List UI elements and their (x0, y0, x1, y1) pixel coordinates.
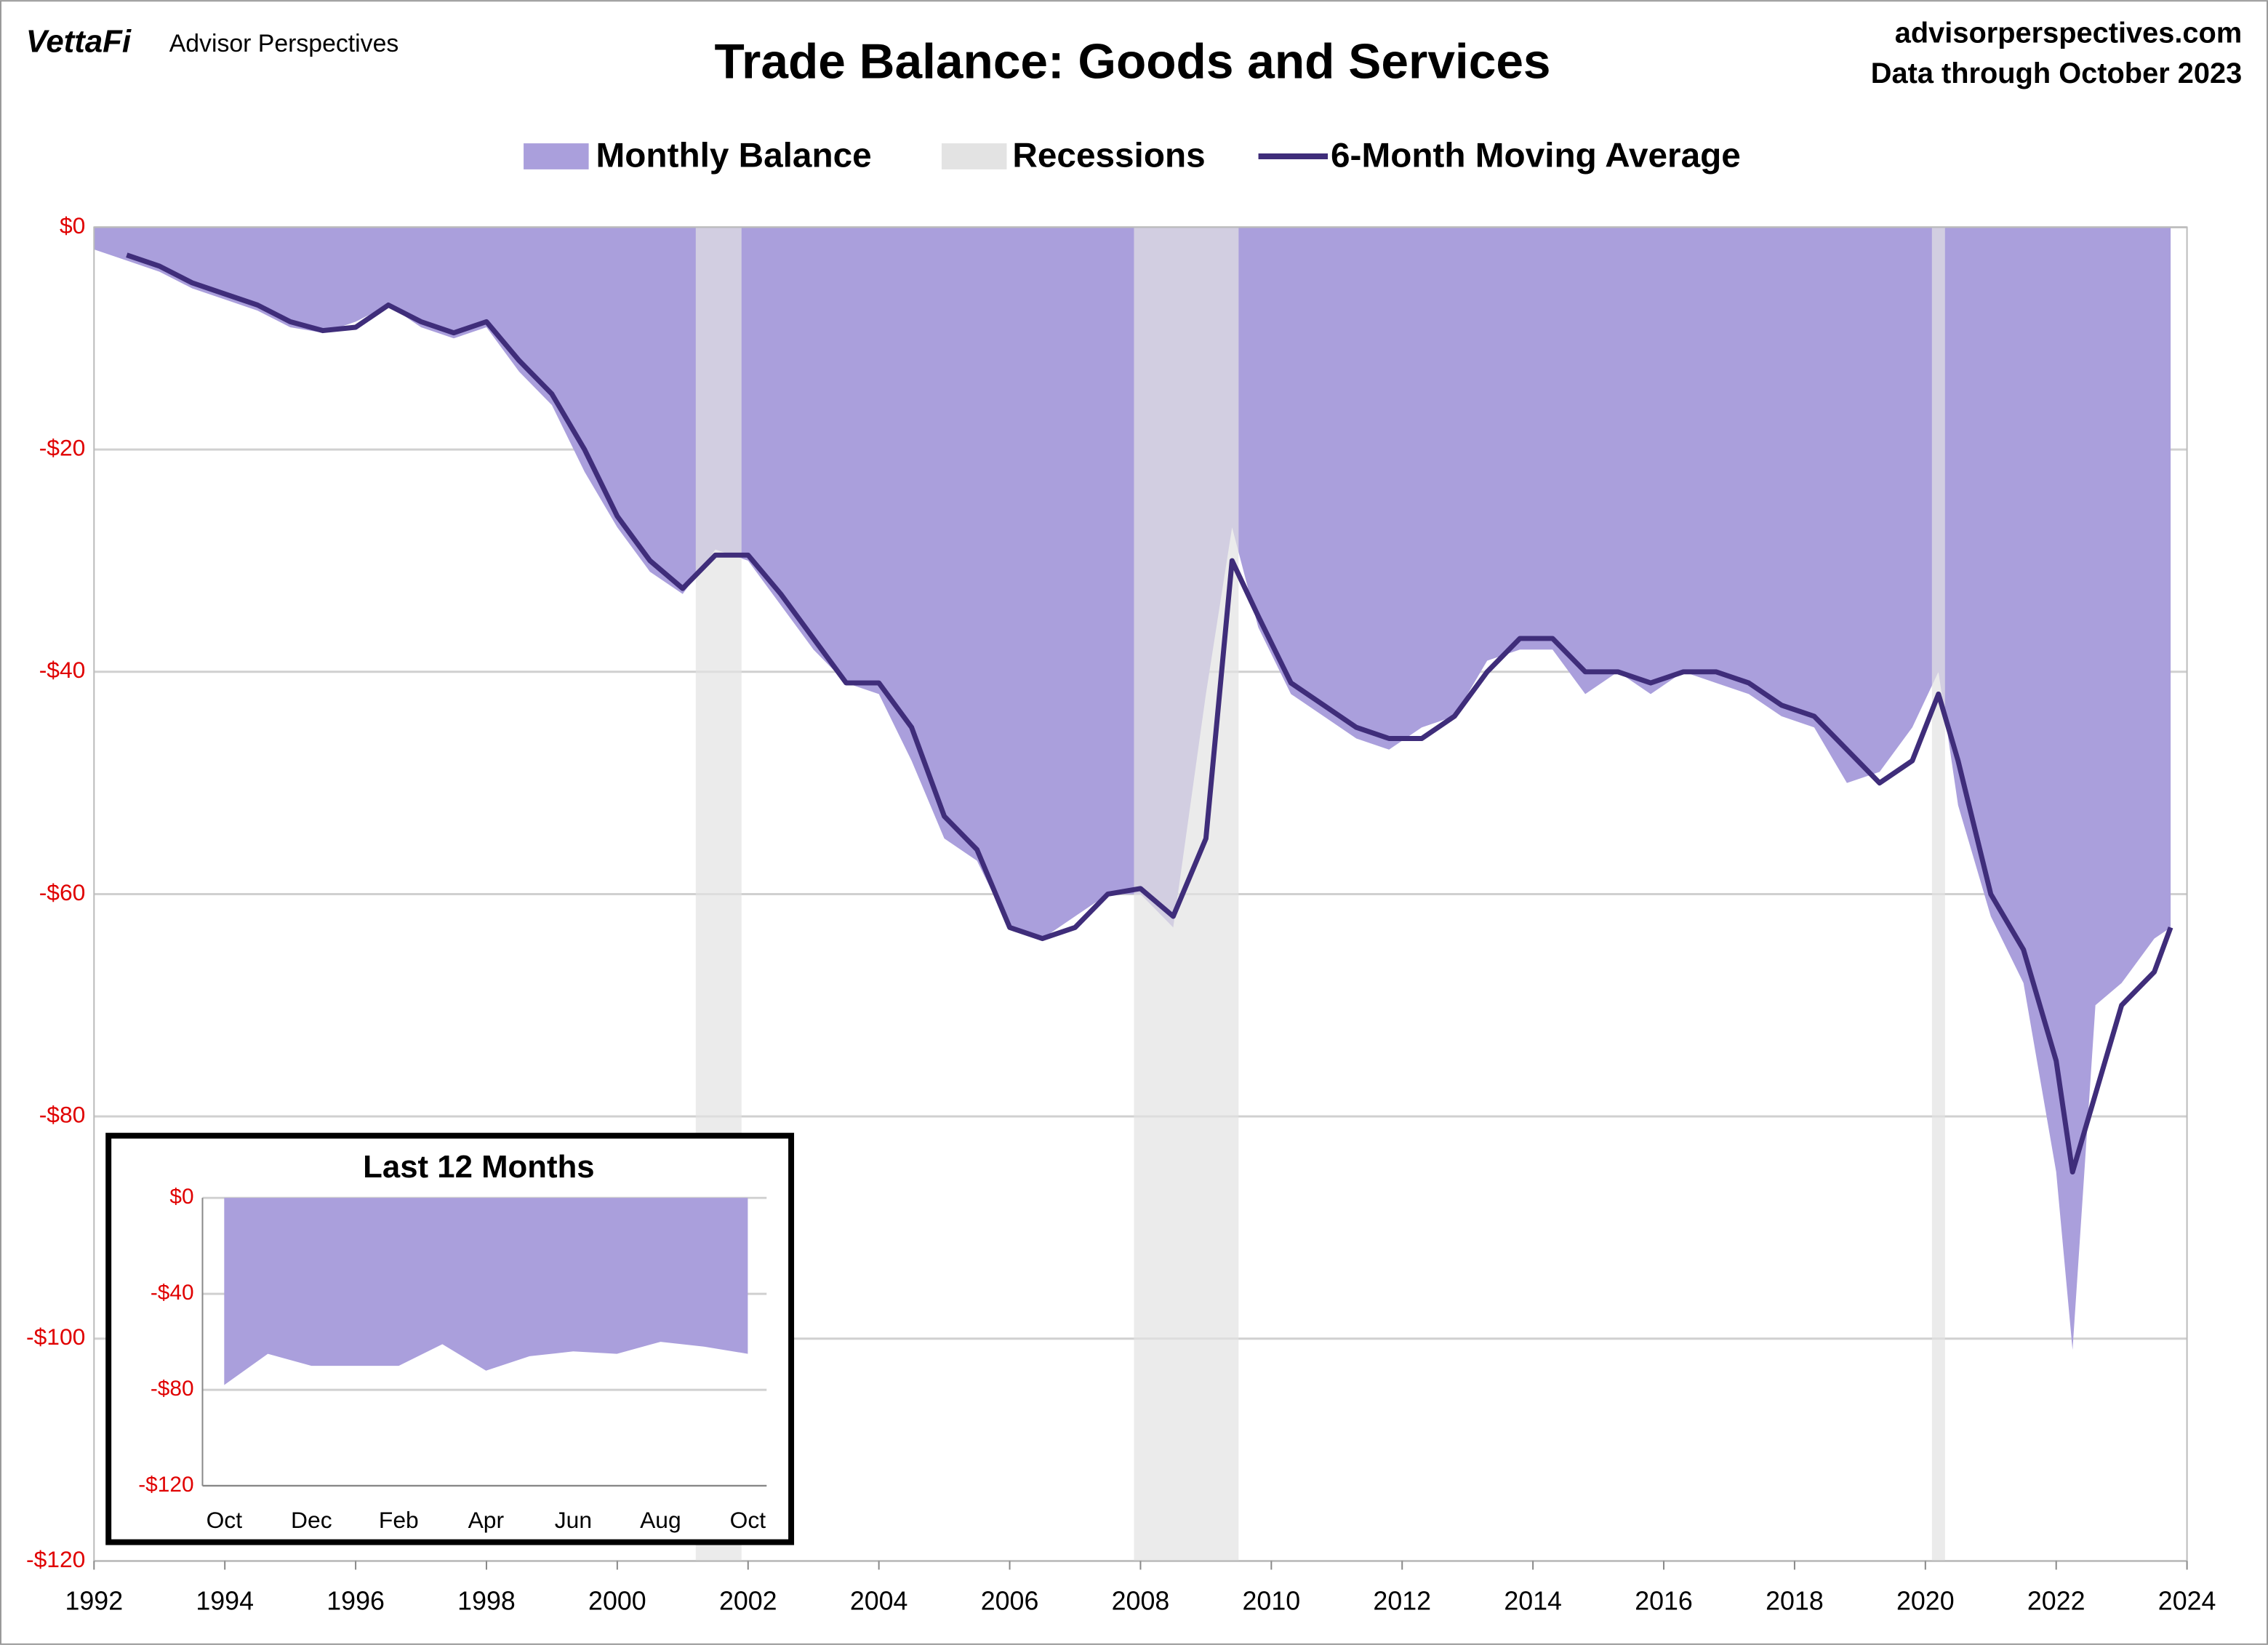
y-tick-label: -$80 (151, 1377, 194, 1401)
brand-sub: Advisor Perspectives (169, 30, 399, 57)
moving-average-line (126, 252, 2173, 1175)
recession-band (1134, 227, 1239, 1561)
chart-title: Trade Balance: Goods and Services (714, 35, 1550, 89)
recession-band (1931, 227, 1945, 1561)
x-tick-label: Oct (730, 1507, 766, 1533)
brand: VettaFi (26, 23, 132, 59)
inset-plot: $0 -$40 -$80 -$120 Oct Dec Feb Apr Jun Aug Oct (138, 1185, 767, 1533)
inset-area (224, 1198, 748, 1385)
x-tick-label: Jun (555, 1507, 592, 1533)
y-tick-label: -$100 (26, 1324, 85, 1350)
note: Data through October 2023 (1871, 57, 2242, 89)
x-tick-label: 1996 (326, 1587, 385, 1616)
x-tick-label: 2000 (588, 1587, 646, 1616)
x-tick-label: 2014 (1504, 1587, 1562, 1616)
x-tick-label: 1992 (65, 1587, 123, 1616)
y-tick-label: -$40 (39, 657, 86, 683)
x-tick-label: Feb (379, 1507, 419, 1533)
legend-label: Monthly Balance (596, 137, 872, 175)
main-plot: $0 -$20 -$40 -$60 -$80 -$100 -$120 1992 1994 1996… (26, 212, 2216, 1616)
x-tick-label: Aug (640, 1507, 681, 1533)
x-tick-label: 1994 (196, 1587, 254, 1616)
inset-title: Last 12 Months (363, 1149, 594, 1185)
y-tick-label: -$40 (151, 1281, 194, 1305)
y-tick-label: $0 (169, 1185, 193, 1209)
y-tick-label: -$80 (39, 1102, 86, 1128)
x-tick-label: 2020 (1896, 1587, 1955, 1616)
x-tick-label: 1998 (457, 1587, 516, 1616)
x-tick-label: 2004 (850, 1587, 908, 1616)
x-tick-label: Dec (291, 1507, 332, 1533)
legend-swatch (941, 143, 1007, 169)
site: advisorperspectives.com (1895, 17, 2242, 49)
x-tick-label: 2010 (1243, 1587, 1301, 1616)
x-tick-label: 2012 (1373, 1587, 1431, 1616)
x-tick-label: 2002 (719, 1587, 777, 1616)
x-tick-label: 2008 (1112, 1587, 1170, 1616)
legend-swatch (524, 143, 589, 169)
y-tick-label: -$120 (26, 1546, 85, 1572)
y-tick-label: -$60 (39, 879, 86, 905)
legend: Monthly Balance Recessions 6-Month Moving … (524, 137, 1741, 175)
x-tick-label: Apr (468, 1507, 505, 1533)
x-tick-label: Oct (207, 1507, 243, 1533)
x-tick-label: 2018 (1766, 1587, 1824, 1616)
y-tick-label: $0 (60, 212, 85, 239)
x-tick-label: 2022 (2027, 1587, 2085, 1616)
y-tick-label: -$20 (39, 435, 86, 461)
x-tick-label: 2024 (2158, 1587, 2216, 1616)
legend-label: Recessions (1012, 137, 1205, 175)
legend-label: 6-Month Moving Average (1331, 137, 1741, 175)
x-tick-label: 2006 (981, 1587, 1039, 1616)
x-tick-label: 2016 (1635, 1587, 1693, 1616)
y-tick-label: -$120 (138, 1473, 193, 1497)
